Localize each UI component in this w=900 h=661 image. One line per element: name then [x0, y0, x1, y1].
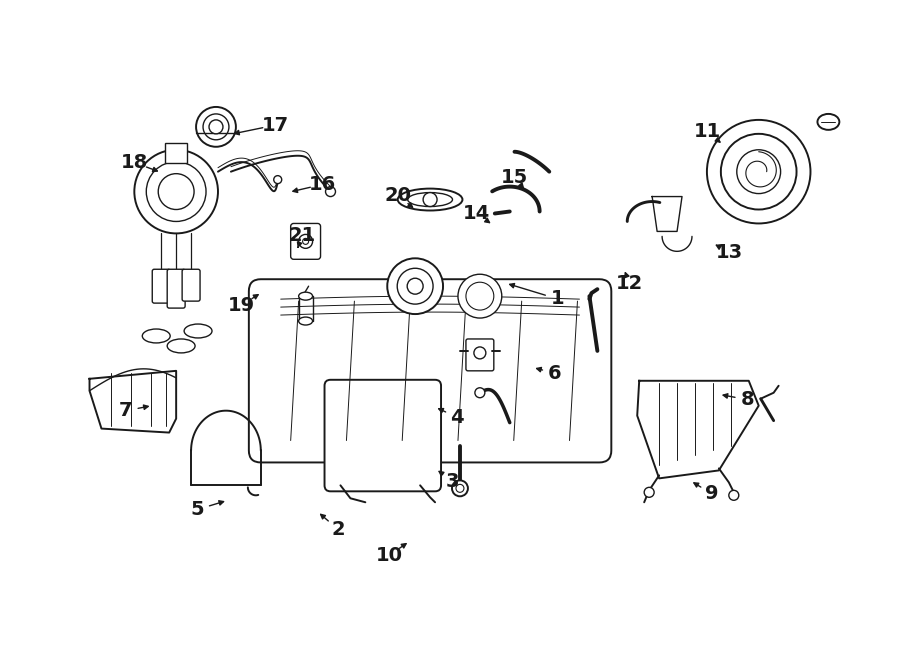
Text: 11: 11 [694, 122, 721, 141]
Circle shape [302, 239, 309, 245]
Circle shape [209, 120, 223, 134]
Text: 18: 18 [121, 153, 148, 172]
Text: 15: 15 [501, 169, 528, 187]
Circle shape [134, 150, 218, 233]
Text: 12: 12 [616, 274, 643, 293]
Ellipse shape [167, 339, 195, 353]
Circle shape [474, 347, 486, 359]
Text: 13: 13 [716, 243, 743, 262]
Text: 8: 8 [741, 390, 754, 409]
Text: 4: 4 [450, 408, 464, 427]
Polygon shape [637, 381, 759, 479]
Ellipse shape [142, 329, 170, 343]
Text: 1: 1 [551, 290, 564, 309]
Circle shape [423, 192, 437, 206]
FancyBboxPatch shape [291, 223, 320, 259]
Ellipse shape [817, 114, 840, 130]
Circle shape [326, 186, 336, 196]
Ellipse shape [299, 292, 312, 300]
FancyBboxPatch shape [466, 339, 494, 371]
Circle shape [729, 490, 739, 500]
Text: 21: 21 [289, 225, 316, 245]
Text: 17: 17 [262, 116, 289, 135]
FancyBboxPatch shape [166, 143, 187, 163]
FancyBboxPatch shape [248, 279, 611, 463]
FancyBboxPatch shape [167, 269, 185, 308]
Text: 9: 9 [705, 485, 718, 503]
Text: 16: 16 [309, 175, 337, 194]
Text: 6: 6 [548, 364, 562, 383]
Circle shape [452, 481, 468, 496]
Text: 14: 14 [464, 204, 490, 223]
Polygon shape [89, 371, 176, 432]
Text: 20: 20 [384, 186, 411, 205]
Circle shape [147, 162, 206, 221]
Circle shape [458, 274, 502, 318]
FancyBboxPatch shape [152, 269, 170, 303]
Text: 2: 2 [331, 520, 345, 539]
FancyBboxPatch shape [325, 380, 441, 491]
Text: 19: 19 [228, 296, 255, 315]
Circle shape [196, 107, 236, 147]
Ellipse shape [184, 324, 212, 338]
Circle shape [203, 114, 229, 140]
Ellipse shape [299, 317, 312, 325]
Circle shape [397, 268, 433, 304]
Circle shape [387, 258, 443, 314]
Polygon shape [652, 196, 682, 231]
Ellipse shape [398, 188, 463, 210]
Circle shape [644, 487, 654, 497]
Circle shape [737, 150, 780, 194]
Circle shape [158, 174, 194, 210]
Circle shape [475, 388, 485, 398]
Text: 3: 3 [446, 473, 459, 491]
Circle shape [407, 278, 423, 294]
Circle shape [456, 485, 464, 492]
Circle shape [274, 176, 282, 184]
Circle shape [299, 235, 312, 249]
FancyBboxPatch shape [182, 269, 200, 301]
Circle shape [466, 282, 494, 310]
Text: 7: 7 [119, 401, 132, 420]
Circle shape [706, 120, 811, 223]
Text: 5: 5 [191, 500, 204, 519]
Ellipse shape [408, 192, 453, 206]
Circle shape [721, 134, 796, 210]
Text: 10: 10 [375, 546, 402, 565]
